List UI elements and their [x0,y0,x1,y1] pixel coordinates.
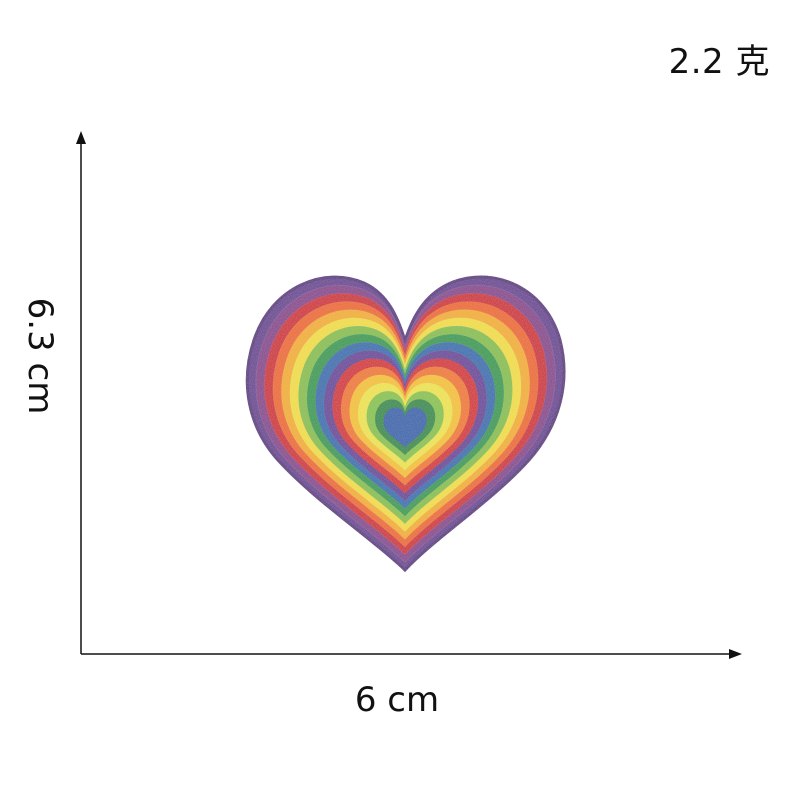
width-label: 6 cm [354,680,440,720]
rainbow-heart-patch-icon [245,275,566,572]
vertical-axis-arrow-icon [76,131,86,144]
height-label: 6.3 cm [20,297,60,415]
weight-label: 2.2 克 [668,42,770,82]
horizontal-axis-arrow-icon [729,649,742,659]
